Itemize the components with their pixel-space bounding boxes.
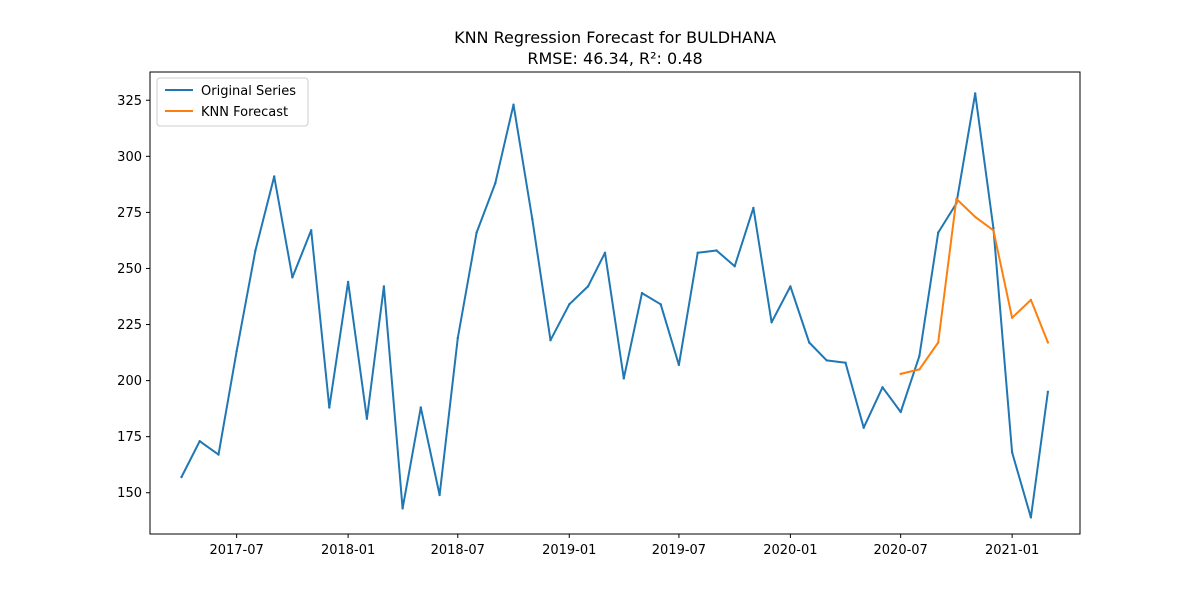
chart-title: KNN Regression Forecast for BULDHANA bbox=[454, 28, 776, 47]
data-point-original-series-22 bbox=[586, 285, 590, 288]
data-point-original-series-40 bbox=[918, 354, 921, 358]
data-point-original-series-29 bbox=[715, 249, 718, 252]
data-point-original-series-4 bbox=[254, 249, 257, 252]
data-point-original-series-31 bbox=[752, 206, 755, 210]
data-point-original-series-28 bbox=[696, 251, 699, 254]
x-tick-label: 2019-01 bbox=[542, 543, 596, 558]
legend-box bbox=[156, 77, 309, 127]
data-point-original-series-18 bbox=[512, 103, 515, 106]
data-point-original-series-37 bbox=[862, 426, 865, 429]
data-point-original-series-7 bbox=[310, 229, 313, 232]
data-point-original-series-12 bbox=[401, 507, 404, 510]
data-point-original-series-13 bbox=[419, 406, 422, 409]
data-point-original-series-38 bbox=[881, 386, 884, 389]
data-point-knn-forecast-5 bbox=[992, 229, 995, 232]
data-point-original-series-35 bbox=[825, 359, 828, 362]
x-tick-label: 2018-01 bbox=[321, 543, 375, 558]
data-point-original-series-6 bbox=[291, 276, 294, 279]
data-point-original-series-17 bbox=[494, 182, 497, 185]
data-point-original-series-27 bbox=[677, 363, 681, 367]
series-layer bbox=[180, 92, 1050, 519]
plot-frame bbox=[149, 71, 1081, 535]
x-tick-label: 2020-01 bbox=[763, 543, 817, 558]
data-point-knn-forecast-3 bbox=[955, 197, 958, 201]
data-point-original-series-23 bbox=[603, 251, 607, 254]
data-point-knn-forecast-1 bbox=[918, 368, 921, 371]
plot-area bbox=[150, 72, 1080, 534]
y-tick-label: 300 bbox=[117, 150, 142, 165]
data-point-original-series-0 bbox=[180, 475, 183, 479]
data-point-knn-forecast-0 bbox=[899, 372, 902, 376]
data-point-original-series-2 bbox=[217, 453, 220, 456]
data-point-original-series-14 bbox=[438, 493, 441, 497]
data-point-original-series-46 bbox=[1029, 516, 1033, 519]
data-point-original-series-24 bbox=[622, 377, 625, 380]
series-line-original-series bbox=[180, 92, 1049, 519]
y-tick-label: 275 bbox=[117, 206, 142, 221]
data-point-knn-forecast-7 bbox=[1029, 298, 1033, 302]
chart-subtitle: RMSE: 46.34, R²: 0.48 bbox=[527, 49, 702, 68]
data-point-original-series-19 bbox=[531, 217, 534, 221]
y-tick-label: 150 bbox=[117, 486, 142, 501]
data-point-knn-forecast-4 bbox=[974, 215, 977, 219]
data-point-original-series-15 bbox=[456, 336, 459, 340]
data-point-original-series-34 bbox=[808, 341, 811, 344]
data-point-original-series-16 bbox=[475, 231, 478, 234]
data-point-original-series-36 bbox=[844, 361, 847, 364]
y-tick-label: 250 bbox=[117, 262, 142, 277]
data-point-original-series-10 bbox=[365, 417, 369, 420]
data-point-original-series-3 bbox=[235, 350, 238, 353]
data-point-original-series-21 bbox=[568, 303, 571, 306]
data-point-original-series-32 bbox=[770, 321, 773, 324]
data-point-original-series-25 bbox=[640, 291, 644, 295]
data-point-original-series-26 bbox=[659, 303, 662, 306]
x-tick-label: 2019-07 bbox=[652, 543, 706, 558]
y-tick-label: 225 bbox=[117, 318, 142, 333]
data-point-original-series-30 bbox=[733, 265, 736, 268]
data-point-knn-forecast-6 bbox=[1010, 316, 1014, 319]
x-tick-label: 2018-07 bbox=[431, 543, 485, 558]
data-point-knn-forecast-2 bbox=[937, 341, 940, 344]
data-point-original-series-20 bbox=[549, 339, 552, 342]
data-point-original-series-41 bbox=[937, 231, 940, 234]
data-point-original-series-43 bbox=[974, 92, 977, 95]
x-tick-label: 2021-01 bbox=[985, 543, 1039, 558]
data-point-knn-forecast-8 bbox=[1046, 341, 1050, 344]
x-tick-label: 2020-07 bbox=[874, 543, 928, 558]
data-point-original-series-5 bbox=[273, 175, 276, 178]
y-axis: 150 175 200 225 250 275 300 325 bbox=[117, 94, 150, 501]
x-axis: 2017-07 2018-01 2018-07 2019-01 2019-07 2020-… bbox=[209, 534, 1039, 558]
data-point-original-series-33 bbox=[789, 285, 792, 288]
data-point-original-series-39 bbox=[899, 410, 902, 414]
data-point-original-series-8 bbox=[328, 406, 331, 409]
legend: Original Series KNN Forecast bbox=[156, 77, 309, 127]
data-point-original-series-45 bbox=[1010, 451, 1014, 454]
x-tick-label: 2017-07 bbox=[209, 543, 263, 558]
data-point-original-series-1 bbox=[198, 440, 201, 443]
legend-label-original-series: Original Series bbox=[201, 84, 296, 99]
data-point-original-series-9 bbox=[346, 280, 350, 284]
y-tick-label: 200 bbox=[117, 374, 142, 389]
legend-label-knn-forecast: KNN Forecast bbox=[201, 105, 288, 120]
data-point-original-series-11 bbox=[382, 285, 386, 288]
y-tick-label: 175 bbox=[117, 430, 142, 445]
y-tick-label: 325 bbox=[117, 94, 142, 109]
data-point-original-series-47 bbox=[1046, 390, 1050, 393]
